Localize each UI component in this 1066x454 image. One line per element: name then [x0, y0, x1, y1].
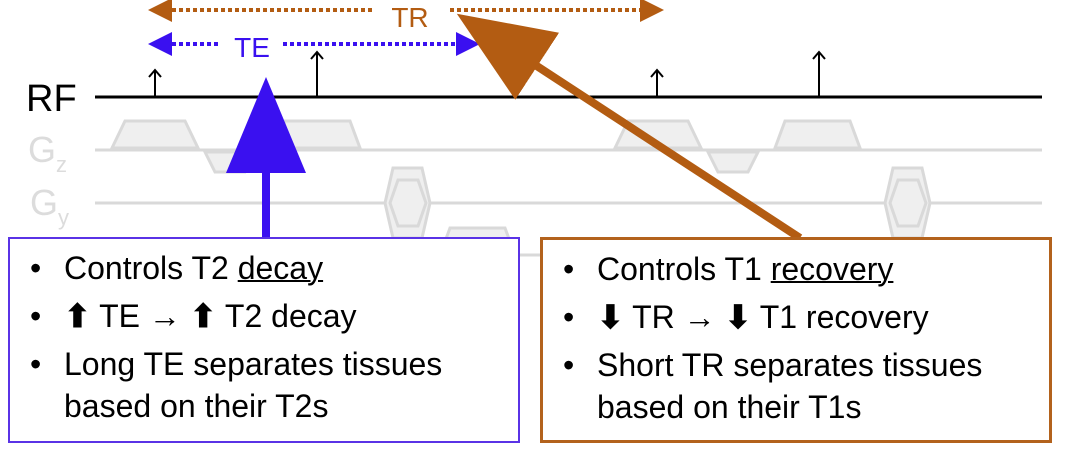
- gz-label: Gz: [28, 129, 67, 177]
- te-bullet-3: Long TE separates tissues based on their…: [28, 343, 518, 427]
- rf-pulse-90: [148, 68, 162, 97]
- te-label: TE: [234, 32, 270, 63]
- tr-label: TR: [391, 2, 428, 33]
- rf-label: RF: [26, 78, 77, 120]
- tr-explanation-box: Controls T1 recovery ⬇ TR → ⬇ T1 recover…: [540, 237, 1052, 443]
- gradient-waveforms: [95, 119, 1042, 257]
- rf-pulses: [148, 50, 826, 97]
- rf-pulse-180: [812, 50, 826, 97]
- tr-bullet-1: Controls T1 recovery: [561, 248, 1049, 290]
- rf-pulse-90: [650, 68, 664, 97]
- tr-bullet-3: Short TR separates tissues based on thei…: [561, 344, 1049, 428]
- down-arrow-icon: ⬇: [724, 299, 752, 335]
- gy-label: Gy: [30, 182, 69, 230]
- down-arrow-icon: ⬇: [597, 299, 624, 335]
- te-explanation-box: Controls T2 decay ⬆ TE → ⬆ T2 decay Long…: [8, 237, 520, 443]
- tr-pointer-arrow: [456, 13, 803, 242]
- te-bullet-1: Controls T2 decay: [28, 247, 518, 289]
- te-bullet-2: ⬆ TE → ⬆ T2 decay: [28, 295, 518, 337]
- up-arrow-icon: ⬆: [189, 298, 217, 334]
- up-arrow-icon: ⬆: [64, 298, 91, 334]
- tr-bullet-2: ⬇ TR → ⬇ T1 recovery: [561, 296, 1049, 338]
- rf-pulse-180: [310, 50, 324, 97]
